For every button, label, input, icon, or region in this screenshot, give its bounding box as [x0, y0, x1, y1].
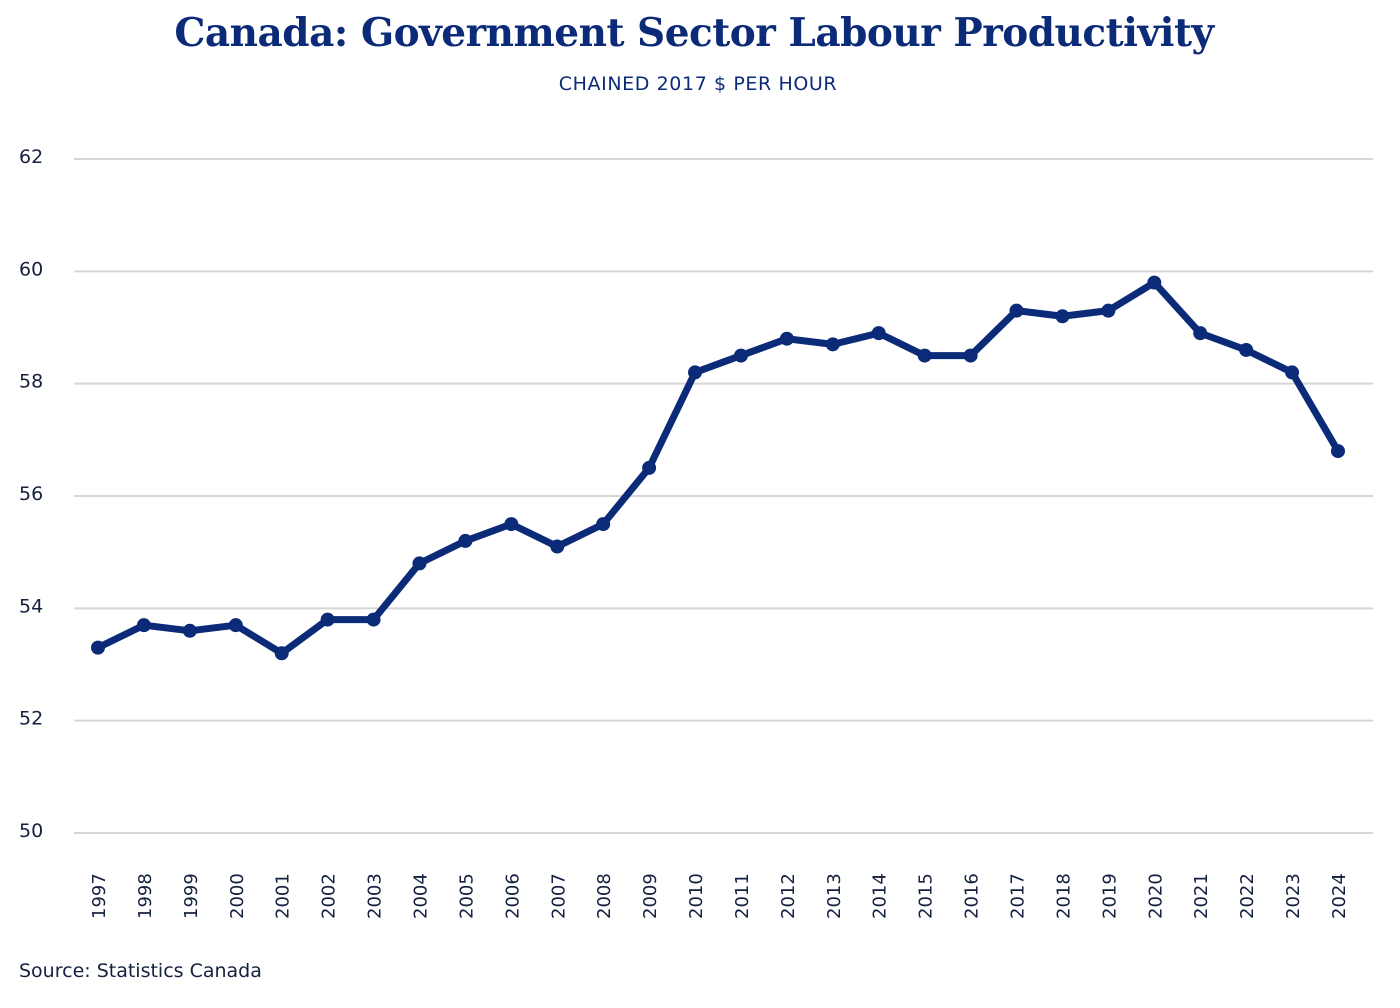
data-point: [1331, 444, 1345, 459]
data-point: [320, 612, 335, 627]
data-point: [825, 337, 840, 352]
y-tick-label: 62: [19, 146, 43, 168]
x-tick-label: 2008: [594, 873, 615, 919]
gridlines: [74, 158, 1373, 834]
x-tick-label: 2003: [365, 873, 386, 919]
data-point: [504, 517, 519, 532]
data-point: [1193, 326, 1208, 341]
data-point: [274, 646, 289, 661]
data-point: [1009, 303, 1024, 318]
x-tick-label: 2012: [778, 873, 799, 919]
y-tick-label: 60: [19, 258, 43, 280]
x-tick-label: 2014: [870, 873, 891, 919]
data-point: [458, 533, 473, 548]
x-tick-label: 2016: [962, 873, 983, 919]
series-line: [94, 279, 1342, 657]
x-tick-label: 2019: [1099, 873, 1120, 919]
x-tick-label: 2002: [319, 873, 340, 919]
x-tick-label: 2017: [1008, 873, 1029, 919]
x-tick-label: 2013: [824, 873, 845, 919]
data-point: [779, 331, 794, 346]
data-point: [1285, 365, 1300, 380]
data-point: [642, 460, 657, 475]
x-tick-label: 2023: [1283, 873, 1304, 919]
chart-subtitle: CHAINED 2017 $ PER HOUR: [558, 73, 838, 95]
data-point: [963, 348, 978, 363]
data-point: [550, 539, 565, 554]
x-tick-label: 2020: [1145, 873, 1166, 919]
data-point: [366, 612, 381, 627]
y-tick-label: 58: [19, 371, 43, 393]
data-point: [917, 348, 932, 363]
x-tick-label: 2004: [410, 873, 431, 919]
data-point: [228, 618, 243, 633]
x-tick-label: 2006: [502, 873, 523, 919]
data-point: [596, 517, 611, 532]
x-tick-label: 2009: [640, 873, 661, 919]
data-point: [412, 556, 427, 571]
x-tick-label: 1998: [135, 873, 156, 919]
x-tick-label: 2022: [1237, 873, 1258, 919]
x-tick-label: 2015: [916, 873, 937, 919]
y-tick-label: 52: [19, 708, 43, 730]
data-point: [733, 348, 748, 363]
data-point: [182, 623, 197, 638]
chart-title: Canada: Government Sector Labour Product…: [174, 10, 1214, 56]
x-tick-label: 2005: [456, 873, 477, 919]
x-tick-label: 2018: [1053, 873, 1074, 919]
y-tick-label: 50: [19, 820, 43, 842]
data-point: [1239, 342, 1254, 357]
data-point: [1055, 309, 1070, 324]
source-note: Source: Statistics Canada: [19, 960, 262, 982]
data-point: [136, 618, 151, 633]
x-tick-label: 2001: [273, 873, 294, 919]
y-tick-label: 54: [19, 595, 43, 617]
x-tick-label: 2000: [227, 873, 248, 919]
data-point: [871, 326, 886, 341]
x-tick-label: 1999: [181, 873, 202, 919]
x-tick-label: 2010: [686, 873, 707, 919]
x-tick-label: 2021: [1191, 873, 1212, 919]
data-point: [1101, 303, 1116, 318]
data-point: [688, 365, 703, 380]
data-point: [91, 640, 105, 655]
series-group: [91, 275, 1345, 661]
y-axis-ticks: 50 52 54 56 58 60 62: [19, 146, 43, 842]
x-tick-label: 1997: [89, 873, 110, 919]
x-tick-label: 2024: [1329, 873, 1350, 919]
y-tick-label: 56: [19, 483, 43, 505]
data-point: [1147, 275, 1162, 290]
x-axis-ticks: 1997 1998 1999 2000 2001 2002 2003 2004 2005 2006…: [89, 873, 1350, 919]
x-tick-label: 2011: [732, 873, 753, 919]
x-tick-label: 2007: [548, 873, 569, 919]
